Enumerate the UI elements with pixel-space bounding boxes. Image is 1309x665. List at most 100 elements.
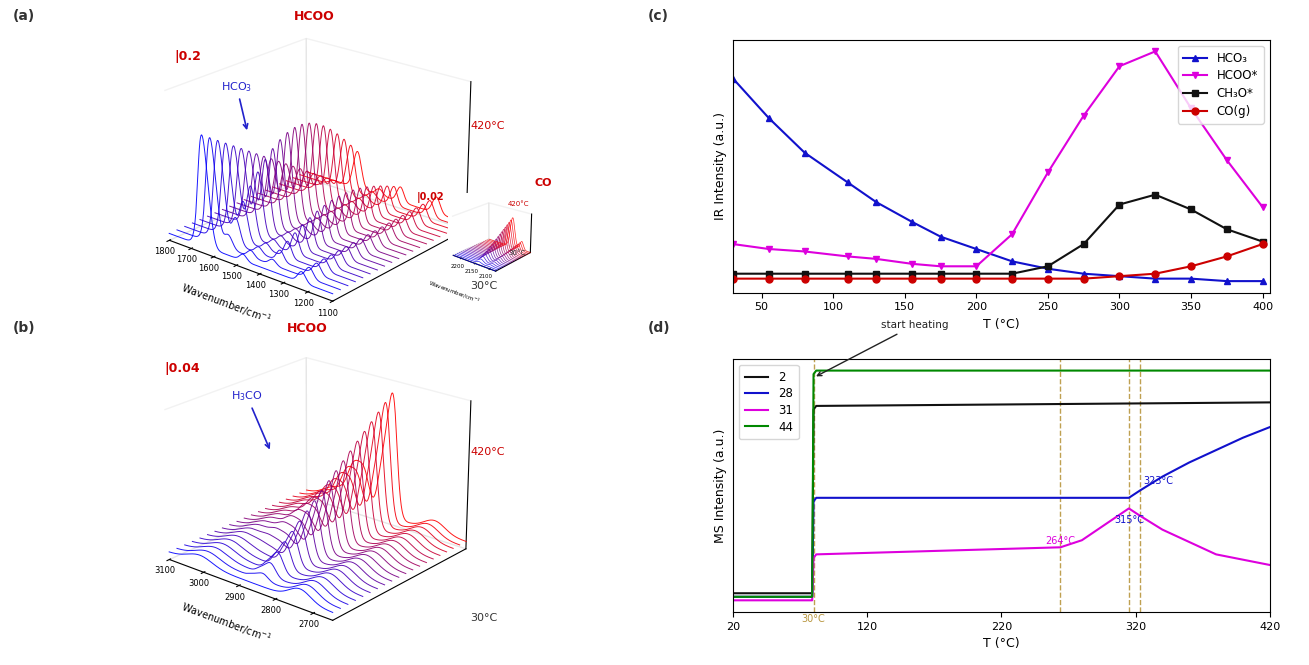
44 <box>725 593 741 600</box>
HCO₃ <box>761 114 776 122</box>
HCO₃ <box>933 233 949 241</box>
Text: (d): (d) <box>648 321 670 336</box>
Text: H$_3$CO: H$_3$CO <box>230 389 270 448</box>
Text: HCO$_3$: HCO$_3$ <box>221 80 253 128</box>
CH₃O* <box>839 270 855 278</box>
HCO₃ <box>1148 275 1164 283</box>
31 <box>1073 536 1089 544</box>
HCOO* <box>1041 168 1056 176</box>
CO(g) <box>725 275 741 283</box>
Text: 30°C: 30°C <box>470 613 497 624</box>
Text: 323°C: 323°C <box>1144 475 1174 485</box>
44 <box>804 593 819 600</box>
CH₃O* <box>1076 240 1092 248</box>
Line: 31: 31 <box>733 509 1270 600</box>
HCOO* <box>725 240 741 248</box>
CH₃O* <box>905 270 920 278</box>
28 <box>1121 494 1136 502</box>
Text: 315°C: 315°C <box>1114 515 1144 525</box>
Text: HCOO: HCOO <box>287 323 327 336</box>
CH₃O* <box>1219 225 1234 233</box>
X-axis label: Wavenumber/cm$^{-1}$: Wavenumber/cm$^{-1}$ <box>179 280 274 327</box>
Text: CO: CO <box>534 178 551 188</box>
Line: HCOO*: HCOO* <box>729 48 1266 270</box>
28 <box>1262 423 1278 431</box>
HCOO* <box>933 262 949 270</box>
CO(g) <box>1219 253 1234 261</box>
28 <box>805 497 822 505</box>
31 <box>1155 525 1170 533</box>
HCO₃ <box>839 178 855 186</box>
CO(g) <box>761 275 776 283</box>
HCO₃ <box>1004 257 1020 265</box>
2 <box>802 589 818 597</box>
Text: 30°C: 30°C <box>470 281 497 291</box>
Y-axis label: IR Intensity (a.u.): IR Intensity (a.u.) <box>715 112 728 220</box>
HCO₃ <box>797 149 813 157</box>
HCOO* <box>1076 112 1092 120</box>
CO(g) <box>1076 275 1092 283</box>
HCOO* <box>1111 63 1127 70</box>
Text: |0.04: |0.04 <box>165 362 200 376</box>
28 <box>804 593 819 600</box>
31 <box>1132 511 1148 519</box>
CH₃O* <box>1148 191 1164 199</box>
CH₃O* <box>1183 205 1199 213</box>
CO(g) <box>1148 270 1164 278</box>
Text: (a): (a) <box>13 9 35 23</box>
Text: 30°C: 30°C <box>508 250 525 256</box>
CO(g) <box>797 275 813 283</box>
28 <box>1052 494 1068 502</box>
CH₃O* <box>725 270 741 278</box>
CH₃O* <box>1004 270 1020 278</box>
44 <box>805 370 822 378</box>
31 <box>1121 505 1136 513</box>
31 <box>809 551 825 559</box>
HCO₃ <box>1255 277 1271 285</box>
HCOO* <box>1148 47 1164 55</box>
2 <box>1262 398 1278 406</box>
X-axis label: Wavenumber/cm$^{-1}$: Wavenumber/cm$^{-1}$ <box>428 278 482 306</box>
CO(g) <box>1111 272 1127 280</box>
HCOO* <box>905 260 920 268</box>
HCO₃ <box>725 74 741 82</box>
28 <box>1155 473 1170 481</box>
CH₃O* <box>868 270 884 278</box>
CH₃O* <box>797 270 813 278</box>
Text: HCOO: HCOO <box>293 10 335 23</box>
CH₃O* <box>1111 201 1127 209</box>
Text: (c): (c) <box>648 9 669 23</box>
31 <box>802 597 818 604</box>
28 <box>1132 487 1148 495</box>
31 <box>1208 551 1224 559</box>
CO(g) <box>1255 240 1271 248</box>
HCO₃ <box>1111 272 1127 280</box>
HCO₃ <box>1041 265 1056 273</box>
HCOO* <box>1219 156 1234 164</box>
HCO₃ <box>1219 277 1234 285</box>
CH₃O* <box>969 270 984 278</box>
Line: 28: 28 <box>733 427 1270 597</box>
2 <box>809 402 825 410</box>
CO(g) <box>969 275 984 283</box>
Text: 420°C: 420°C <box>470 121 505 132</box>
Legend: HCO₃, HCOO*, CH₃O*, CO(g): HCO₃, HCOO*, CH₃O*, CO(g) <box>1178 46 1263 124</box>
HCOO* <box>1183 104 1199 112</box>
CO(g) <box>1041 275 1056 283</box>
X-axis label: T (°C): T (°C) <box>983 318 1020 331</box>
CO(g) <box>933 275 949 283</box>
Text: |0.02: |0.02 <box>416 192 444 203</box>
Line: CH₃O*: CH₃O* <box>729 191 1266 277</box>
CH₃O* <box>1255 237 1271 245</box>
Text: 30°C: 30°C <box>801 614 826 624</box>
Legend: 2, 28, 31, 44: 2, 28, 31, 44 <box>740 365 798 440</box>
Line: CO(g): CO(g) <box>729 241 1266 282</box>
Line: HCO₃: HCO₃ <box>729 75 1266 285</box>
Y-axis label: MS Intensity (a.u.): MS Intensity (a.u.) <box>715 428 728 543</box>
CH₃O* <box>933 270 949 278</box>
CO(g) <box>905 275 920 283</box>
Text: (b): (b) <box>13 321 35 336</box>
Text: start heating: start heating <box>817 320 948 376</box>
HCOO* <box>1004 230 1020 238</box>
31 <box>1262 561 1278 569</box>
